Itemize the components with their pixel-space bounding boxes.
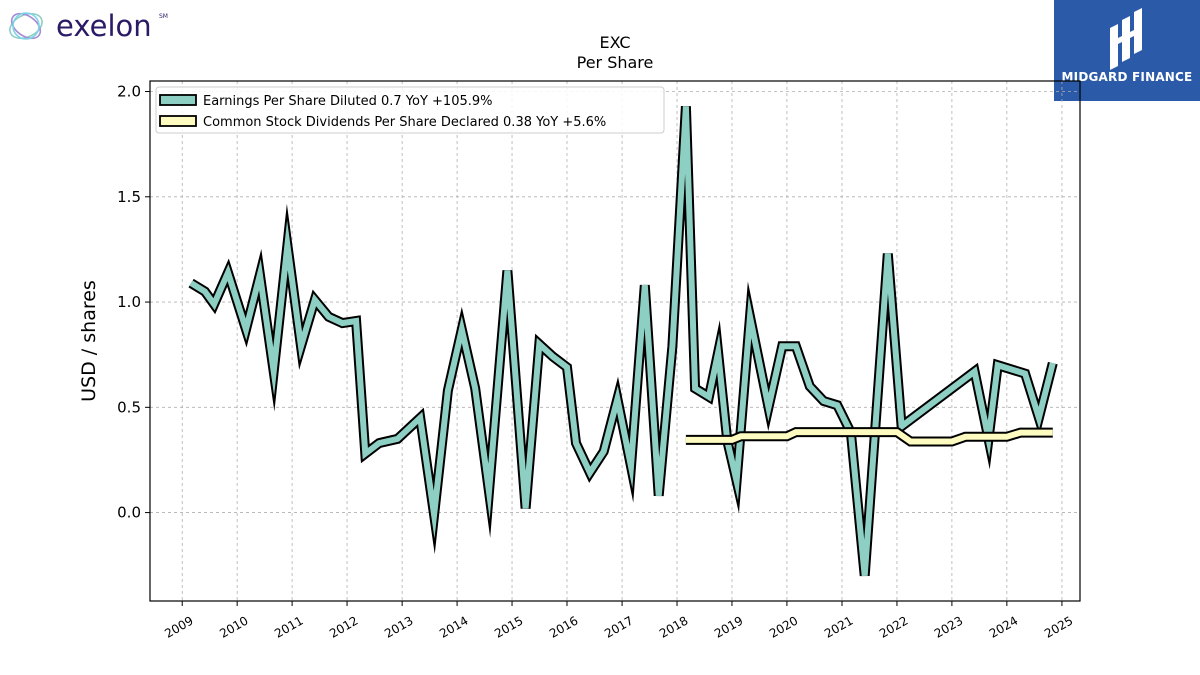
grid-lines xyxy=(150,81,1080,601)
x-tick-label: 2018 xyxy=(657,613,690,640)
legend-label: Common Stock Dividends Per Share Declare… xyxy=(203,115,606,130)
chart-title-line: Per Share xyxy=(577,53,654,72)
company-name: exelon xyxy=(56,9,152,43)
publisher-logo: MIDGARD FINANCE xyxy=(1054,0,1200,101)
x-tick-label: 2014 xyxy=(437,613,470,640)
x-tick-label: 2016 xyxy=(547,613,580,640)
exelon-symbol-icon xyxy=(9,12,43,40)
x-tick-label: 2009 xyxy=(162,613,195,640)
x-tick-label: 2011 xyxy=(272,613,305,640)
legend-label: Earnings Per Share Diluted 0.7 YoY +105.… xyxy=(203,94,493,109)
x-tick-label: 2023 xyxy=(932,613,965,640)
x-tick-label: 2017 xyxy=(602,613,635,640)
series-dividends xyxy=(685,427,1053,447)
y-tick-label: 1.5 xyxy=(117,188,141,206)
x-tick-label: 2024 xyxy=(987,613,1020,640)
x-tick-label: 2020 xyxy=(767,613,800,640)
plot-frame xyxy=(149,80,1081,602)
y-tick-label: 0.0 xyxy=(117,504,141,522)
x-tick-label: 2015 xyxy=(492,613,525,640)
publisher-name: MIDGARD FINANCE xyxy=(1061,70,1193,84)
x-tick-label: 2025 xyxy=(1042,613,1075,640)
x-tick-label: 2010 xyxy=(217,613,250,640)
x-tick-label: 2012 xyxy=(327,613,360,640)
y-tick-label: 2.0 xyxy=(117,83,141,101)
x-axis: 2009 2010 2011 2012 2013 2014 2015 2016 2017 2018… xyxy=(162,601,1075,641)
legend-swatch xyxy=(159,94,197,106)
x-tick-label: 2021 xyxy=(822,613,855,640)
x-tick-label: 2022 xyxy=(877,613,910,640)
series-line xyxy=(685,429,1053,445)
series-line xyxy=(189,106,1056,576)
y-axis: 0.0 0.5 1.0 1.5 2.0 xyxy=(117,83,150,522)
company-logo: exelon SM xyxy=(4,4,174,48)
service-mark: SM xyxy=(159,13,168,20)
x-tick-label: 2019 xyxy=(712,613,745,640)
series-eps xyxy=(188,106,1058,577)
y-tick-label: 0.5 xyxy=(117,398,141,416)
legend-swatch xyxy=(159,115,197,127)
y-axis-label: USD / shares xyxy=(78,280,100,402)
publisher-symbol-icon xyxy=(1110,8,1142,70)
series-layer xyxy=(188,106,1058,577)
chart-title-line: EXC xyxy=(599,33,630,52)
y-tick-label: 1.0 xyxy=(117,293,141,311)
legend: Earnings Per Share Diluted 0.7 YoY +105.… xyxy=(155,86,665,134)
legend-box xyxy=(155,86,665,134)
x-tick-label: 2013 xyxy=(382,613,415,640)
